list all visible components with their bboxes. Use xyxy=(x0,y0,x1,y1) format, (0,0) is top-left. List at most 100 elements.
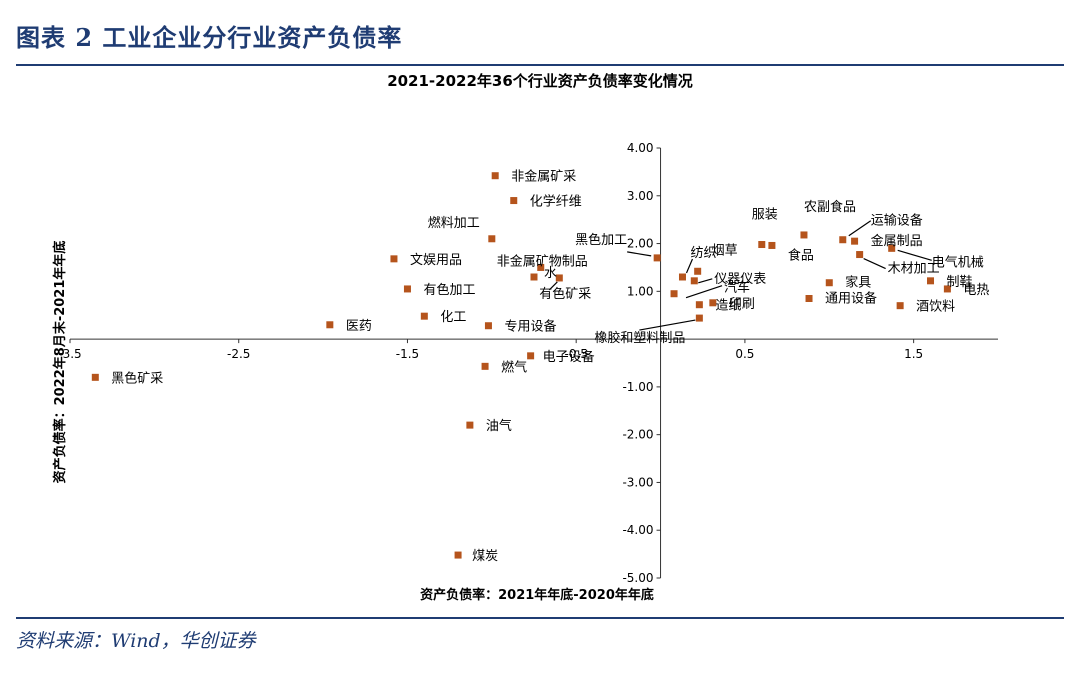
point-label: 金属制品 xyxy=(871,233,923,249)
point-label: 煤炭 xyxy=(472,549,498,564)
data-point xyxy=(839,236,847,244)
point-label: 电气机械 xyxy=(932,254,984,270)
point-label: 酒饮料 xyxy=(916,300,955,315)
point-label: 文娱用品 xyxy=(410,253,462,268)
x-tick-label: 1.5 xyxy=(904,347,923,361)
data-point xyxy=(678,273,686,281)
leader-line xyxy=(897,249,932,261)
point-label: 黑色加工 xyxy=(575,232,627,248)
x-tick-label: -1.5 xyxy=(396,347,419,361)
leader-line xyxy=(548,281,558,291)
data-point xyxy=(695,314,703,322)
leader-line xyxy=(685,285,723,299)
point-label: 纺织 xyxy=(690,246,716,261)
point-label: 汽车 xyxy=(724,280,750,296)
data-point xyxy=(690,277,698,285)
data-point xyxy=(825,279,833,287)
y-tick-label: -3.00 xyxy=(622,475,653,489)
data-point xyxy=(694,267,702,275)
data-point xyxy=(481,362,489,370)
y-tick-label: -4.00 xyxy=(622,523,653,537)
data-point xyxy=(896,302,904,310)
x-tick-label: -3.5 xyxy=(58,347,81,361)
data-point xyxy=(555,274,563,282)
chart-title: 2021-2022年36个行业资产负债率变化情况 xyxy=(387,72,693,90)
point-label: 有色加工 xyxy=(423,282,475,298)
y-tick-label: 3.00 xyxy=(627,189,654,203)
point-label: 有色矿采 xyxy=(539,286,591,302)
leader-line xyxy=(863,257,886,270)
point-label: 医药 xyxy=(346,319,372,334)
data-point xyxy=(466,421,474,429)
point-label: 水 xyxy=(544,266,557,281)
data-point xyxy=(709,299,717,307)
data-point xyxy=(527,352,535,360)
y-tick-label: -5.00 xyxy=(622,571,653,585)
data-point xyxy=(695,301,703,309)
source-note: 资料来源：Wind，华创证券 xyxy=(16,630,256,652)
y-tick-label: 2.00 xyxy=(627,237,654,251)
point-label: 黑色矿采 xyxy=(111,370,163,386)
point-label: 电热 xyxy=(963,283,989,298)
point-label: 通用设备 xyxy=(825,291,877,307)
point-label: 制鞋 xyxy=(947,274,973,290)
data-point xyxy=(888,244,896,252)
point-label: 燃气 xyxy=(501,359,527,375)
axes: -3.5 -2.5 -1.5 -0.5 0.5 1.5 4.00 3.00 2.00 1.00 -1… xyxy=(58,141,998,585)
point-label: 烟草 xyxy=(712,243,738,258)
point-label: 运输设备 xyxy=(871,213,923,229)
leader-line xyxy=(848,220,872,237)
point-label: 橡胶和塑料制品 xyxy=(594,330,685,346)
point-label: 农副食品 xyxy=(804,199,856,215)
y-tick-label: -2.00 xyxy=(622,428,653,442)
data-point xyxy=(484,322,492,330)
data-points xyxy=(91,172,951,559)
leader-lines xyxy=(548,220,932,331)
data-point xyxy=(758,241,766,249)
x-tick-label: -2.5 xyxy=(227,347,250,361)
point-label: 食品 xyxy=(788,247,814,263)
data-point xyxy=(420,312,428,320)
data-point xyxy=(927,277,935,285)
point-label: 木材加工 xyxy=(888,262,940,277)
y-tick-label: 1.00 xyxy=(627,284,654,298)
point-label: 化工 xyxy=(440,310,466,325)
point-label: 非金属矿采 xyxy=(511,169,576,185)
point-label: 家具 xyxy=(845,275,871,291)
bottom-rule xyxy=(16,617,1064,619)
point-label: 服装 xyxy=(752,208,778,223)
data-point xyxy=(510,197,518,205)
point-label: 油气 xyxy=(486,418,512,434)
data-point xyxy=(454,551,462,559)
point-label: 印刷 xyxy=(729,297,755,312)
x-tick-label: 0.5 xyxy=(735,347,754,361)
data-point xyxy=(390,255,398,263)
y-axis-label: 资产负债率：2022年8月末-2021年年底 xyxy=(52,241,68,484)
data-point xyxy=(491,172,499,180)
data-point xyxy=(403,285,411,293)
data-point xyxy=(943,285,951,293)
data-point xyxy=(851,237,859,245)
data-point xyxy=(653,254,661,262)
point-label: 非金属矿物制品 xyxy=(497,253,588,269)
x-tick-label: -0.5 xyxy=(564,347,587,361)
leader-line xyxy=(685,258,694,274)
point-label: 燃料加工 xyxy=(428,215,480,231)
y-tick-label: -1.00 xyxy=(622,380,653,394)
point-label: 仪器仪表 xyxy=(714,272,766,287)
data-point xyxy=(856,251,864,259)
data-point xyxy=(768,241,776,249)
y-tick-label: 4.00 xyxy=(627,141,654,155)
data-point xyxy=(670,290,678,298)
leader-line xyxy=(627,251,652,257)
data-point xyxy=(326,321,334,329)
point-label: 专用设备 xyxy=(504,319,556,335)
data-point xyxy=(488,235,496,243)
point-label: 化学纤维 xyxy=(530,194,582,210)
data-point xyxy=(530,273,538,281)
x-axis-label: 资产负债率：2021年年底-2020年年底 xyxy=(420,587,654,603)
data-point xyxy=(800,231,808,239)
data-point xyxy=(805,295,813,302)
